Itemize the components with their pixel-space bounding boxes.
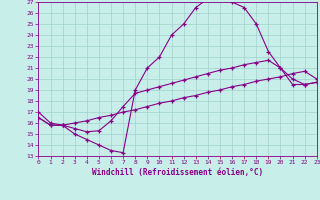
X-axis label: Windchill (Refroidissement éolien,°C): Windchill (Refroidissement éolien,°C) (92, 168, 263, 177)
